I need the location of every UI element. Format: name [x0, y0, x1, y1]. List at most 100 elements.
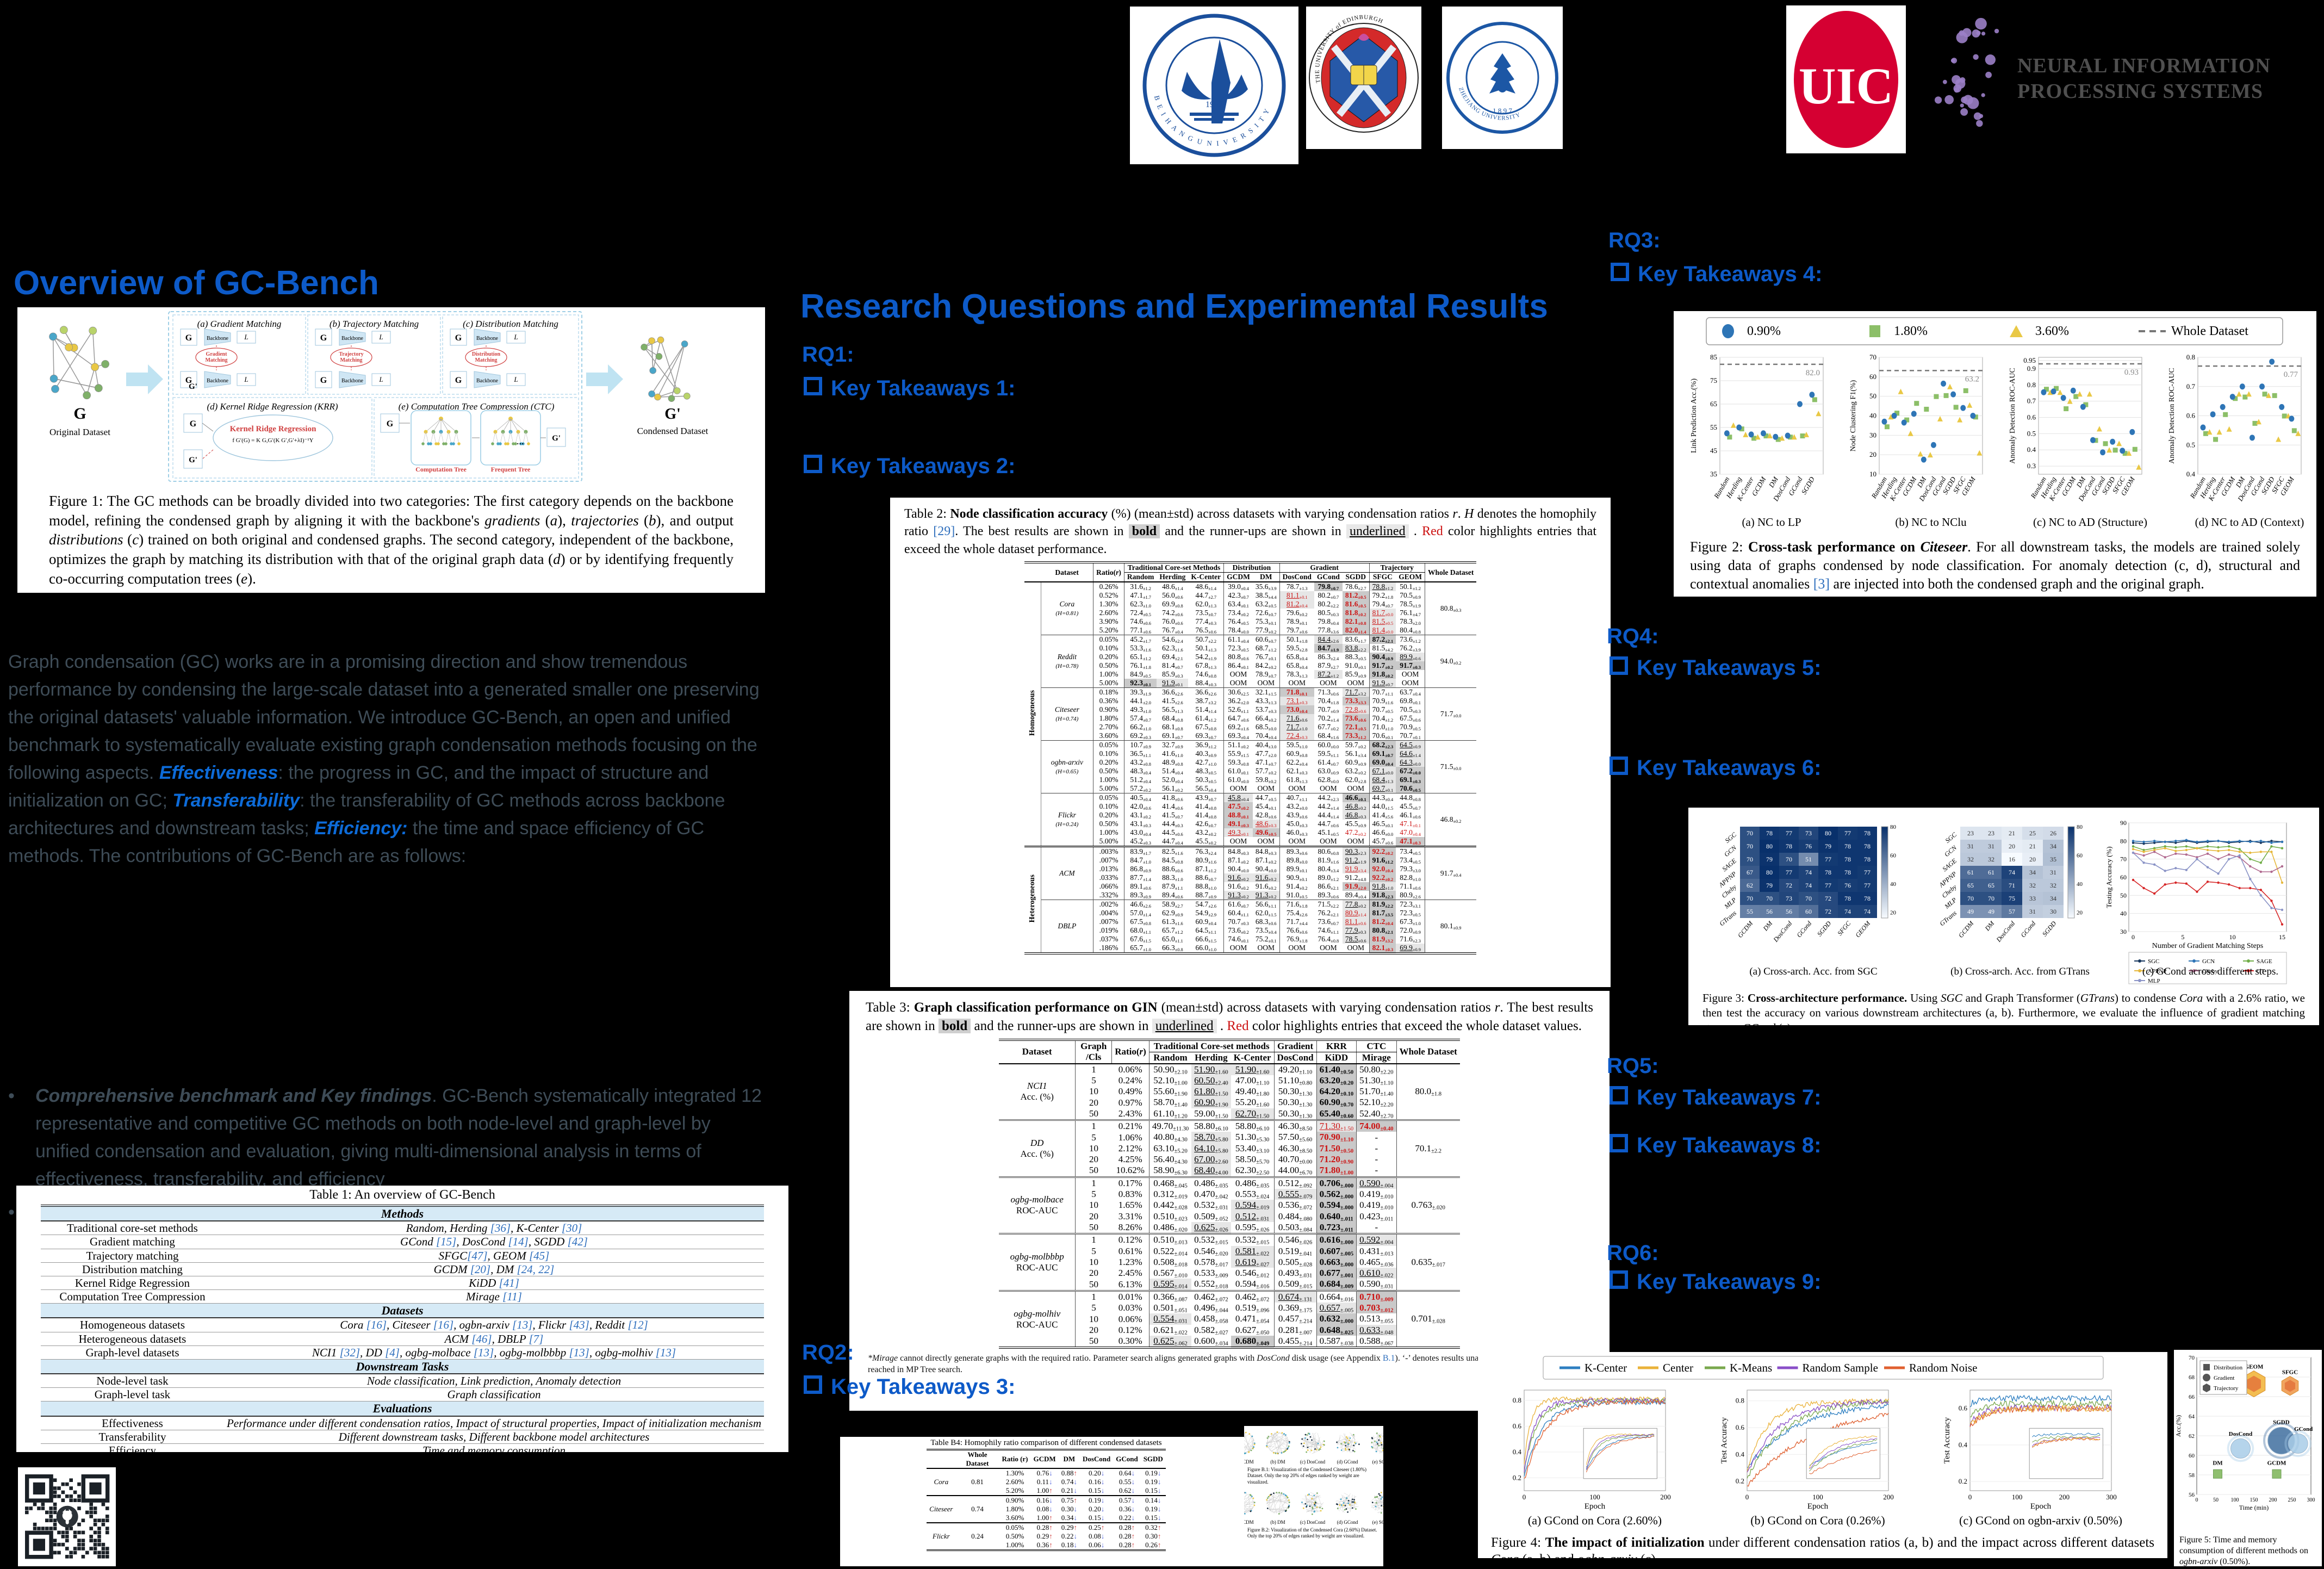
table-cell: 89.4±0.6 [1157, 891, 1188, 900]
table-cell: 92.3±0.1 [1124, 679, 1157, 688]
table-cell: 68.3±0.6 [1253, 917, 1279, 926]
chart-text: 0.9 [2027, 364, 2036, 373]
table-cell: 53.3±1.6 [1124, 644, 1157, 653]
table-cell: 32.1±1.5 [1253, 688, 1279, 697]
table-cell: 64.5±1.1 [1188, 926, 1223, 935]
chart-text: 300 [2106, 1493, 2117, 1501]
table-cell: 0.519±.041 [1274, 1246, 1316, 1257]
square-bullet-icon [1610, 656, 1628, 675]
table-cell: 0.19↓ [1141, 1468, 1166, 1478]
table-cell: 76.2±2.1 [1314, 909, 1343, 917]
chart-text: Matching [205, 357, 227, 363]
table-cell: 0.457±.214 [1274, 1313, 1316, 1324]
chart-text: 250 [2288, 1497, 2296, 1503]
logo-edinburgh: THE UNIVERSITY of EDINBURGH [1306, 7, 1421, 149]
table-cell: 81.2±0.5 [1343, 591, 1369, 600]
chart-text: 78 [1864, 895, 1871, 902]
table-cell: 61.40±0.50 [1316, 1064, 1356, 1075]
x-axis-label: Time (min) [2239, 1504, 2269, 1511]
chart-text: 0 [1968, 1493, 1972, 1501]
chart-text: 60 [2077, 853, 2083, 859]
table-cell: 54.6±2.4 [1157, 635, 1188, 644]
chart-text: 50 [1869, 392, 1876, 400]
chart-text: 78 [1786, 842, 1792, 850]
table-cell: 0.15↓ [1080, 1514, 1113, 1523]
table-cell: 0.512±.092 [1274, 1177, 1316, 1189]
chart-text: 50 [2120, 891, 2127, 899]
chart-text: SGC [1944, 830, 1959, 845]
table-cell: 76.7±0.1 [1253, 653, 1279, 661]
table-cell: 0.442±.028 [1149, 1200, 1191, 1211]
table-cell: 50.7±2.2 [1188, 635, 1223, 644]
table-cell: 75.4±2.6 [1279, 909, 1314, 917]
table-cell: 69.2±0.3 [1124, 731, 1157, 741]
chart-text: 1952 [1206, 100, 1223, 109]
chart-text: 31 [1967, 842, 1974, 850]
table-cell: 2.12% [1112, 1143, 1149, 1154]
table-cell: 90.9±0.1 [1279, 873, 1314, 882]
table-cell: 91.6±0.2 [1253, 882, 1279, 891]
table-cell: 70.7±1.1 [1369, 688, 1396, 697]
table-cell: 1.30% [999, 1468, 1031, 1478]
table-cell: 45.1±0.5 [1314, 828, 1343, 837]
chart-text: 72 [1825, 908, 1831, 915]
table-cell: 77.8±0.2 [1343, 900, 1369, 909]
subfigure-label: (e) SGDD [1366, 1459, 1383, 1465]
chart-text: DM [1761, 919, 1774, 933]
table-cell: 0.578±.017 [1191, 1257, 1231, 1268]
table-cell: 68.4±1.6 [1314, 731, 1343, 741]
table-cell: 45.5±0.2 [1188, 837, 1223, 847]
legend-label: K-Center [1584, 1361, 1627, 1374]
chart-text: GCond [1795, 919, 1813, 939]
key-takeaways-2: Key Takeaways 2: [804, 454, 1015, 479]
table-cell: 72.1±0.5 [1343, 723, 1369, 731]
table-cell: 65.8±0.4 [1279, 661, 1314, 670]
table-cell: 50 [1076, 1336, 1112, 1348]
table-cell: 70.7±0.3 [1224, 917, 1253, 926]
chart-text: 77 [1864, 869, 1871, 876]
table-cell: 91.3±0.2 [1253, 891, 1279, 900]
middle-section-title: Research Questions and Experimental Resu… [800, 287, 1548, 326]
table-cell: 78.7±1.3 [1279, 582, 1314, 591]
table-cell: 91.9±0.1 [1157, 679, 1188, 688]
table-cell: 52.40±2.70 [1357, 1108, 1396, 1120]
table-cell: 56.1±3.4 [1343, 749, 1369, 758]
table-cell: 0.24% [1112, 1075, 1149, 1086]
table-cell: 87.1±0.2 [1224, 856, 1253, 865]
table-cell: 36.6±2.6 [1188, 688, 1223, 697]
table-cell: 74.2±0.6 [1157, 609, 1188, 617]
table-cell: 49.3±0.1 [1224, 828, 1253, 837]
chart-text: GCDM [1957, 919, 1975, 939]
table-cell: 66.4±0.2 [1253, 714, 1279, 723]
table-cell: 50 [1076, 1165, 1112, 1177]
table-cell: 61.10±1.20 [1149, 1108, 1191, 1120]
github-qr-code[interactable] [18, 1467, 116, 1566]
table-cell: 40.3±0.9 [1188, 749, 1223, 758]
chart-text: Matching [475, 357, 497, 363]
table-cell: 81.4±0.7 [1157, 661, 1188, 670]
table-cell: 63.7±0.4 [1396, 688, 1425, 697]
legend-label: K-Means [1730, 1361, 1772, 1374]
square-bullet-icon [1610, 756, 1628, 775]
table-cell: 71.20±0.90 [1316, 1154, 1356, 1165]
table-cell: 50.80±2.20 [1357, 1064, 1396, 1075]
key-takeaways-1: Key Takeaways 1: [804, 376, 1015, 401]
chart-text: 63.2 [1965, 375, 1979, 383]
table-cell: 45.5±0.7 [1396, 802, 1425, 811]
table-cell: 0.567±.010 [1149, 1268, 1191, 1279]
chart-text: 80 [1825, 829, 1831, 837]
y-axis-label: Acc.(%) [2174, 1415, 2182, 1437]
table-cell: OOM [1279, 784, 1314, 793]
table-cell: 2.43% [1112, 1108, 1149, 1120]
chart-text: 70 [2120, 855, 2127, 863]
table-cell: 31.6±1.2 [1124, 582, 1157, 591]
table-cell: 68.2±2.3 [1369, 741, 1396, 750]
table-cell: 91.4±0.2 [1279, 882, 1314, 891]
table-cell: 75.3±0.1 [1253, 617, 1279, 626]
